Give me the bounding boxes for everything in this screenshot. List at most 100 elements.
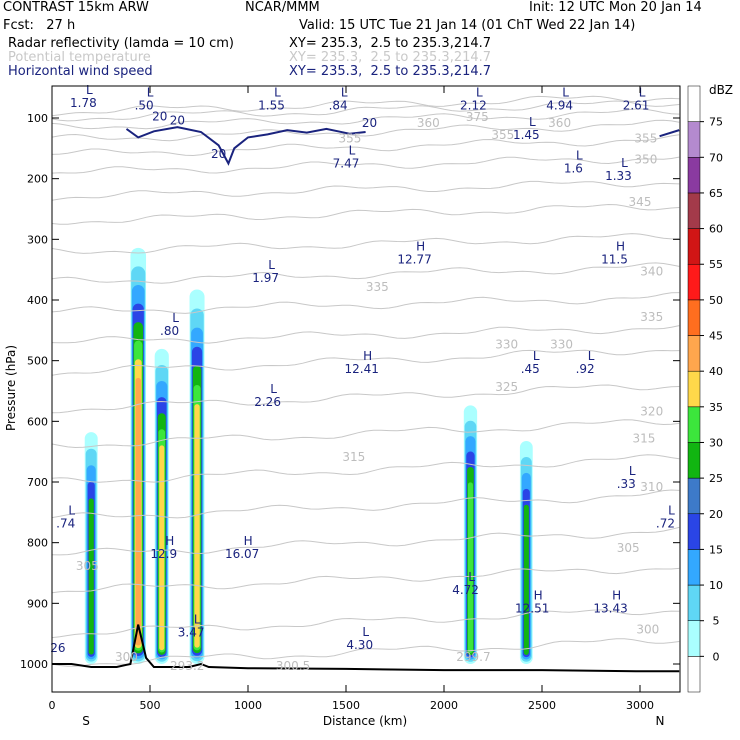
extremum-type-label: L — [268, 258, 275, 272]
theta-contour — [52, 349, 680, 376]
theta-contour — [52, 119, 680, 142]
theta-contour — [52, 419, 680, 449]
field-name-wind: Horizontal wind speed — [8, 64, 153, 79]
colorbar-tick-label: 60 — [709, 223, 723, 236]
extremum-value-label: 4.30 — [346, 638, 373, 652]
extremum-type-label: L — [639, 86, 646, 100]
theta-contour-label: 345 — [629, 195, 652, 209]
colorbar-swatch — [687, 335, 701, 372]
theta-contour — [52, 292, 680, 314]
reflectivity-cell-layer — [194, 404, 200, 648]
extremum-value-label: 1.97 — [252, 271, 279, 285]
wind-contour-label: 20 — [362, 116, 377, 130]
valid-time: Valid: 15 UTC Tue 21 Jan 14 (01 ChT Wed … — [299, 18, 636, 33]
x-tick-label: 500 — [140, 699, 161, 712]
extremum-type-label: H — [534, 588, 543, 602]
init-time: Init: 12 UTC Mon 20 Jan 14 — [529, 0, 702, 15]
y-tick-label: 700 — [27, 476, 48, 489]
extremum-value-label: 1.33 — [605, 169, 632, 183]
theta-contour — [52, 203, 680, 225]
extremum-value-label: 2.61 — [623, 99, 650, 113]
theta-contour-label: 315 — [342, 450, 365, 464]
colorbar-tick-label: 75 — [709, 116, 723, 129]
surface-value-label: 300.5 — [276, 659, 310, 673]
extremum-type-label: L — [86, 83, 93, 97]
theta-contour-label: 325 — [495, 380, 518, 394]
extremum-value-label: .80 — [160, 324, 179, 338]
theta-contour-label: 375 — [466, 110, 489, 124]
colorbar-tick-label: 50 — [709, 294, 723, 307]
extremum-type-label: L — [349, 144, 356, 158]
theta-contour-label: 300 — [636, 623, 659, 637]
x-end-label-left: S — [82, 714, 90, 728]
colorbar-tick-label: 30 — [709, 436, 723, 449]
theta-contour — [52, 180, 680, 201]
extremum-value-label: 2.26 — [254, 395, 281, 409]
colorbar-swatch — [687, 406, 701, 443]
x-tick-label: 3000 — [626, 699, 654, 712]
extremum-type-label: L — [172, 311, 179, 325]
theta-contour-label: 350 — [634, 153, 657, 167]
theta-contour — [52, 567, 680, 594]
theta-contour-label: 355 — [491, 128, 514, 142]
extremum-value-label: 1.55 — [258, 99, 285, 113]
extremum-value-label: 26 — [50, 641, 65, 655]
extremum-type-label: L — [629, 464, 636, 478]
extremum-type-label: L — [529, 115, 536, 129]
theta-contour-label: 335 — [366, 280, 389, 294]
colorbar-swatch — [687, 85, 701, 122]
y-tick-label: 500 — [27, 355, 48, 368]
surface-value-label: 293.2 — [170, 659, 204, 673]
colorbar-tick-label: 0 — [713, 650, 720, 663]
y-tick-label: 1000 — [20, 658, 48, 671]
theta-contour-label: 340 — [640, 265, 663, 279]
wind-speed-contour — [659, 129, 680, 138]
extremum-type-label: H — [244, 534, 253, 548]
theta-contour — [52, 489, 680, 519]
extremum-value-label: .50 — [135, 99, 154, 113]
extremum-type-label: L — [194, 613, 201, 627]
extremum-type-label: H — [363, 349, 372, 363]
extremum-value-label: .84 — [329, 99, 348, 113]
x-tick-label: 2500 — [528, 699, 556, 712]
colorbar-tick-label: 65 — [709, 187, 723, 200]
extremum-type-label: L — [270, 382, 277, 396]
extremum-value-label: 1.45 — [513, 128, 540, 142]
theta-contour-label: 355 — [634, 131, 657, 145]
field-name-theta: Potential temperature — [8, 50, 151, 65]
extremum-type-label: L — [562, 86, 569, 100]
theta-contour-label: 305 — [617, 541, 640, 555]
extremum-type-label: L — [274, 86, 281, 100]
plot-frame — [51, 85, 681, 693]
colorbar-swatch — [687, 370, 701, 408]
theta-contour — [52, 95, 680, 117]
extremum-type-label: L — [476, 86, 483, 100]
colorbar-swatch — [687, 477, 701, 515]
theta-contour — [52, 638, 680, 667]
y-tick-label: 600 — [27, 415, 48, 428]
colorbar-swatch — [687, 228, 701, 265]
x-tick-label: 1500 — [332, 699, 360, 712]
y-tick-label: 800 — [27, 537, 48, 550]
colorbar-swatch — [687, 620, 701, 657]
theta-contour — [52, 262, 680, 284]
extremum-value-label: .74 — [56, 517, 75, 531]
extremum-value-label: 12.77 — [397, 253, 431, 267]
extremum-type-label: L — [68, 504, 75, 518]
colorbar-tick-label: 10 — [709, 579, 723, 592]
wind-contour-label: 20 — [152, 109, 167, 123]
extremum-value-label: 13.43 — [593, 601, 627, 615]
colorbar-swatch — [687, 513, 701, 550]
extremum-type-label: H — [416, 240, 425, 254]
extremum-value-label: 4.94 — [546, 99, 573, 113]
theta-contour-label: 335 — [640, 310, 663, 324]
colorbar-swatch — [687, 263, 701, 301]
theta-contour — [52, 100, 680, 122]
y-tick-label: 900 — [27, 597, 48, 610]
extremum-value-label: 3.47 — [178, 626, 205, 640]
colorbar-tick-label: 20 — [709, 508, 723, 521]
extremum-value-label: .72 — [656, 517, 675, 531]
extremum-type-label: H — [165, 534, 174, 548]
theta-contour-label: 360 — [417, 116, 440, 130]
